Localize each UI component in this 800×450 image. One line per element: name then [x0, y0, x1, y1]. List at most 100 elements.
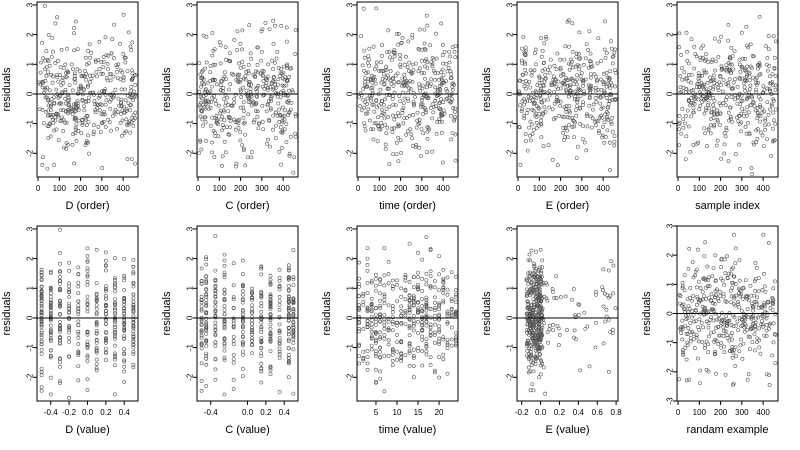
data-point	[771, 302, 775, 307]
data-point	[87, 42, 92, 47]
points	[37, 3, 138, 171]
data-point	[433, 104, 438, 109]
data-point	[682, 306, 686, 311]
data-point	[715, 119, 720, 124]
y-tick-label: 2	[346, 32, 355, 37]
data-point	[412, 102, 417, 107]
data-point	[587, 65, 591, 70]
y-tick-label: -2	[346, 373, 355, 381]
points	[677, 14, 778, 176]
data-point	[739, 308, 744, 313]
data-point	[525, 305, 530, 310]
data-point	[282, 117, 287, 122]
data-point	[678, 85, 683, 90]
x-tick-label: 0.4	[119, 408, 131, 417]
data-point	[441, 280, 446, 285]
data-point	[240, 284, 245, 289]
data-point	[554, 274, 559, 279]
y-tick-label: -2	[186, 149, 195, 157]
data-point	[736, 300, 740, 304]
data-point	[432, 295, 437, 300]
data-point	[131, 352, 136, 357]
data-point	[373, 352, 378, 356]
data-point	[449, 325, 454, 330]
data-point	[589, 62, 593, 66]
data-point	[130, 98, 135, 103]
data-point	[199, 147, 204, 152]
data-point	[568, 84, 572, 89]
data-point	[94, 306, 99, 311]
data-point	[208, 89, 213, 94]
data-point	[386, 342, 391, 347]
data-point	[199, 304, 204, 309]
data-point	[410, 62, 415, 67]
data-point	[128, 108, 133, 113]
data-point	[440, 67, 445, 72]
data-point	[539, 100, 544, 105]
data-point	[119, 104, 124, 109]
data-point	[420, 328, 425, 333]
data-point	[199, 329, 204, 334]
data-point	[287, 109, 292, 114]
data-point	[390, 130, 395, 135]
data-point	[85, 273, 90, 278]
data-point	[382, 246, 387, 251]
y-tick-label: -2	[506, 149, 515, 157]
data-point	[213, 340, 218, 345]
data-point	[525, 148, 530, 153]
data-point	[691, 106, 696, 111]
data-point	[598, 77, 603, 82]
data-point	[199, 308, 204, 313]
data-point	[106, 118, 111, 122]
data-point	[700, 94, 705, 99]
data-point	[277, 120, 281, 124]
data-point	[268, 365, 273, 370]
data-point	[131, 365, 136, 370]
data-point	[118, 120, 123, 125]
data-point	[594, 85, 598, 90]
data-point	[407, 299, 412, 303]
data-point	[44, 73, 49, 78]
data-point	[409, 132, 414, 137]
data-point	[751, 100, 755, 104]
data-point	[119, 97, 124, 102]
data-point	[373, 306, 378, 310]
data-point	[251, 120, 256, 125]
data-point	[131, 113, 136, 118]
data-point	[246, 100, 251, 105]
data-point	[688, 329, 693, 334]
data-point	[408, 127, 413, 132]
data-point	[52, 95, 56, 100]
data-point	[204, 262, 209, 267]
data-point	[749, 293, 754, 298]
data-point	[390, 321, 395, 326]
data-point	[48, 348, 53, 353]
y-tick-label: 2	[666, 32, 675, 37]
data-point	[250, 339, 255, 344]
data-point	[369, 127, 374, 132]
data-point	[770, 308, 775, 313]
x-tick-label: 300	[255, 184, 269, 193]
data-point	[600, 116, 604, 121]
data-point	[416, 46, 421, 51]
data-point	[395, 278, 399, 283]
data-point	[444, 62, 448, 66]
data-point	[601, 133, 605, 138]
data-point	[730, 345, 735, 349]
data-point	[76, 331, 81, 336]
data-point	[199, 328, 204, 333]
data-point	[712, 99, 717, 104]
data-point	[738, 102, 743, 107]
data-point	[72, 73, 77, 78]
data-point	[728, 55, 732, 59]
data-point	[384, 131, 389, 136]
data-point	[725, 324, 729, 328]
data-point	[234, 161, 239, 166]
data-point	[246, 96, 251, 101]
data-point	[768, 81, 772, 86]
data-point	[64, 146, 69, 151]
data-point	[526, 94, 531, 99]
data-point	[67, 295, 72, 299]
data-point	[683, 90, 688, 95]
data-point	[532, 95, 537, 99]
